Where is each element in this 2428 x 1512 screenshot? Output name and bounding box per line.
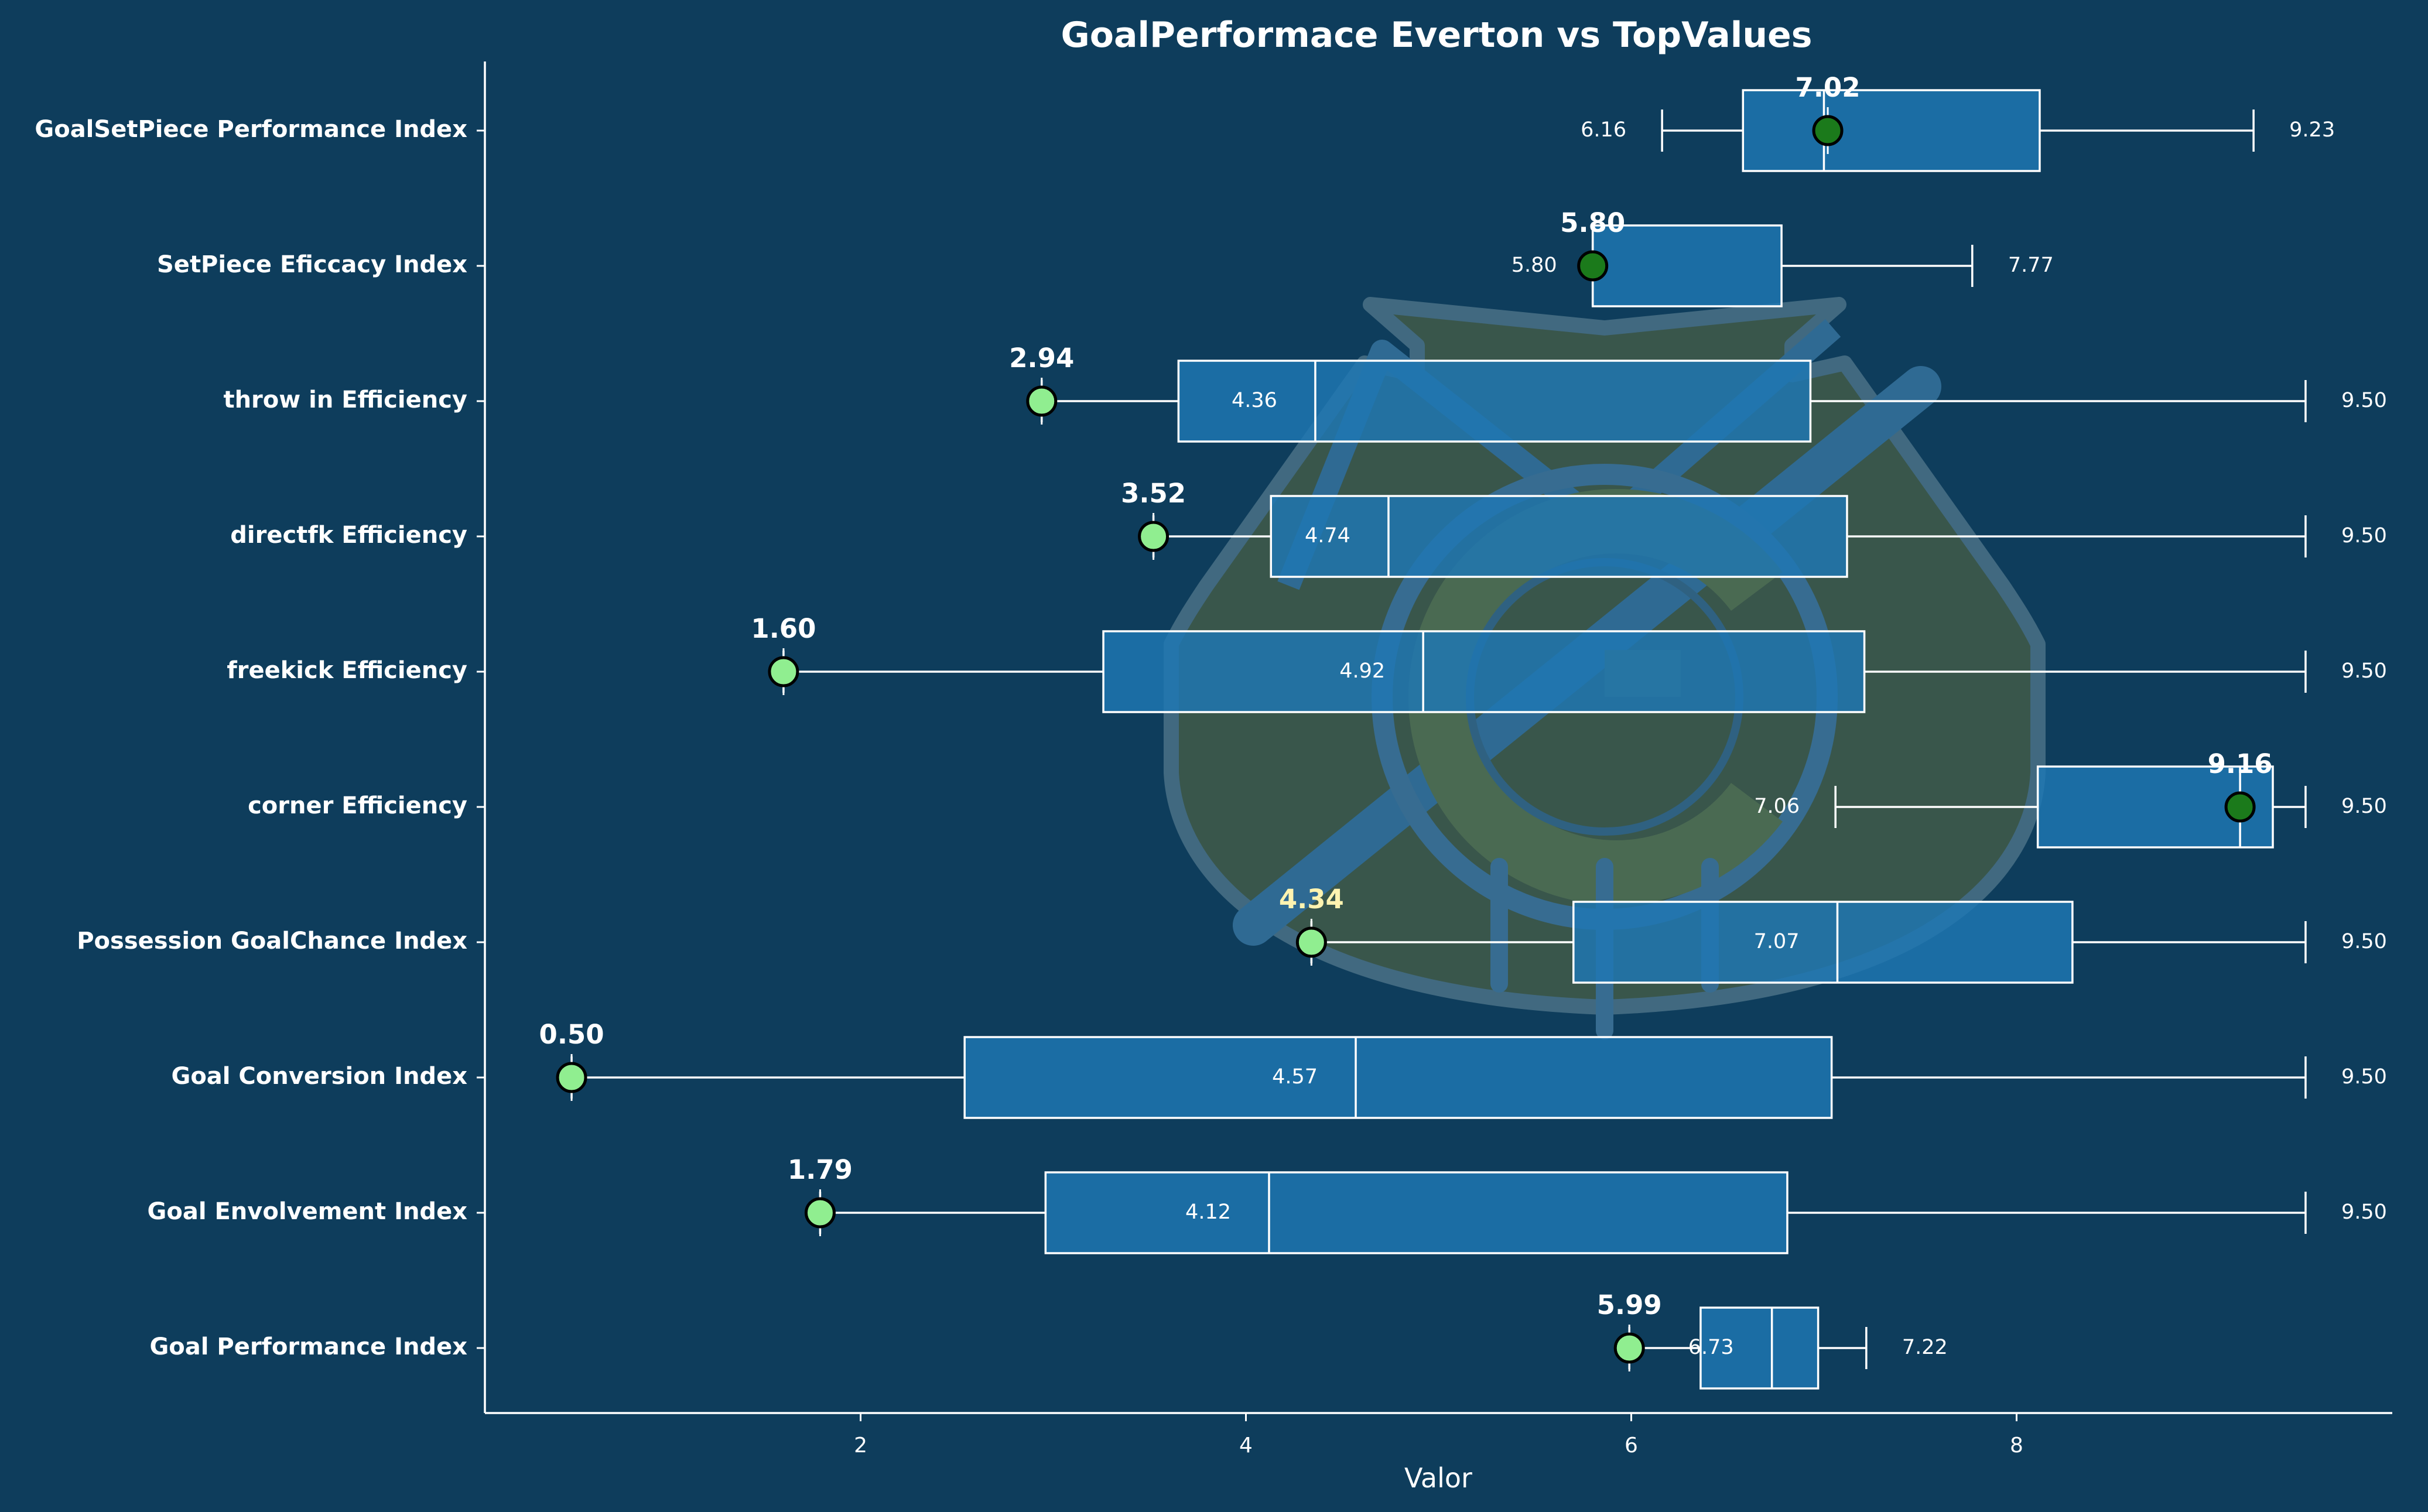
- median-label: 4.74: [1305, 524, 1350, 548]
- everton-value-label: 4.34: [1279, 884, 1344, 915]
- everton-point: [1577, 250, 1609, 282]
- everton-value-label: 2.94: [1009, 343, 1074, 374]
- everton-point: [1295, 926, 1327, 958]
- whisker-high-label: 9.50: [2341, 1200, 2387, 1224]
- whisker-high-label: 9.50: [2341, 389, 2387, 412]
- chart-title: GoalPerformace Everton vs TopValues: [1061, 15, 1813, 56]
- box-row: 9.50 4.12 1.79: [788, 1154, 2387, 1254]
- y-tick-label: Goal Conversion Index: [171, 1063, 467, 1090]
- box-row: 6.16 9.23 7.02: [1581, 72, 2335, 172]
- y-tick-label: corner Efficiency: [248, 792, 467, 819]
- whisker-high-label: 9.23: [2289, 118, 2335, 142]
- box: [1742, 89, 2041, 172]
- box-row: 7.22 6.73 5.99: [1597, 1289, 1948, 1390]
- box: [1699, 1306, 1820, 1390]
- whisker-high-label: 9.50: [2341, 795, 2387, 818]
- box: [1591, 224, 1783, 307]
- everton-point: [804, 1197, 836, 1229]
- everton-value-label: 1.79: [788, 1154, 853, 1185]
- everton-value-label: 5.99: [1597, 1289, 1662, 1321]
- box: [1572, 901, 2074, 984]
- median-label: 4.36: [1232, 389, 1277, 412]
- y-tick-label: Possession GoalChance Index: [77, 928, 467, 955]
- everton-point: [768, 656, 799, 687]
- whisker-low-label: 6.16: [1581, 118, 1626, 142]
- whisker-high-label: 9.50: [2341, 1065, 2387, 1089]
- everton-point: [1812, 115, 1844, 146]
- whisker-low-label: 7.06: [1754, 795, 1800, 818]
- median-label: 6.73: [1688, 1336, 1734, 1359]
- everton-value-label: 3.52: [1121, 478, 1186, 509]
- everton-value-label: 5.80: [1560, 207, 1625, 238]
- x-ticks: 2 4 6 8: [854, 1413, 2023, 1458]
- box-row: 5.80 7.77 5.80: [1511, 207, 2054, 307]
- y-tick-label: GoalSetPiece Performance Index: [35, 116, 467, 143]
- x-tick-label: 6: [1625, 1434, 1638, 1458]
- whisker-high-label: 9.50: [2341, 524, 2387, 548]
- box-row: 9.50 4.92 1.60: [751, 613, 2387, 713]
- whisker-high-label: 7.22: [1902, 1336, 1948, 1359]
- everton-value-label: 9.16: [2208, 748, 2273, 779]
- y-tick-label: throw in Efficiency: [223, 386, 467, 413]
- whisker-low-label: 5.80: [1511, 254, 1557, 277]
- y-tick-label: SetPiece Eficcacy Index: [157, 251, 467, 278]
- y-tick-label: directfk Efficiency: [230, 522, 467, 549]
- everton-value-label: 0.50: [539, 1019, 604, 1050]
- box: [1270, 495, 1848, 578]
- x-tick-label: 2: [854, 1434, 867, 1458]
- everton-value-label: 7.02: [1796, 72, 1861, 103]
- everton-point: [2224, 791, 2256, 823]
- box: [963, 1036, 1833, 1119]
- everton-point: [1613, 1332, 1645, 1364]
- whisker-high-label: 9.50: [2341, 930, 2387, 953]
- box-row: 7.06 9.50 9.16: [1754, 748, 2387, 849]
- whisker-high-label: 9.50: [2341, 659, 2387, 683]
- box: [1177, 360, 1812, 443]
- box-row: 9.50 4.57 0.50: [539, 1019, 2387, 1119]
- y-ticks: GoalSetPiece Performance Index SetPiece E…: [35, 116, 485, 1360]
- box-series: 6.16 9.237.025.80 7.775.809.504.362.949.50…: [539, 72, 2387, 1390]
- y-tick-label: Goal Envolvement Index: [148, 1198, 468, 1225]
- everton-value-label: 1.60: [751, 613, 816, 644]
- x-axis-label: Valor: [1404, 1462, 1472, 1494]
- median-label: 4.57: [1272, 1065, 1318, 1089]
- y-tick-label: freekick Efficiency: [227, 657, 467, 684]
- box-row: 9.50 4.74 3.52: [1121, 478, 2387, 578]
- y-tick-label: Goal Performance Index: [149, 1333, 467, 1360]
- box-row: 9.50 4.36 2.94: [1009, 343, 2387, 443]
- median-label: 7.07: [1754, 930, 1800, 953]
- x-tick-label: 8: [2010, 1434, 2023, 1458]
- x-tick-label: 4: [1239, 1434, 1253, 1458]
- median-label: 4.92: [1339, 659, 1385, 683]
- median-label: 4.12: [1185, 1200, 1231, 1224]
- everton-point: [556, 1062, 587, 1093]
- whisker-high-label: 7.77: [2008, 254, 2054, 277]
- box: [1044, 1171, 1788, 1254]
- box: [1102, 630, 1866, 713]
- everton-point: [1026, 385, 1058, 417]
- everton-point: [1138, 521, 1169, 552]
- box-row: 9.50 7.07 4.34: [1279, 884, 2387, 984]
